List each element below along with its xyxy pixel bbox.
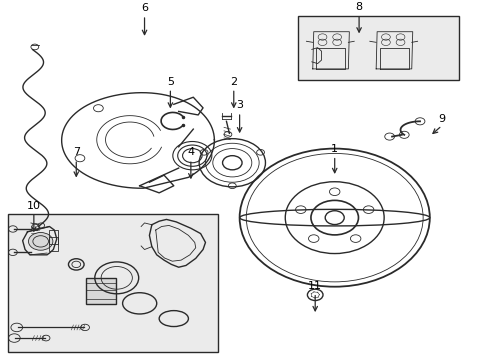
Text: 6: 6 [141, 3, 148, 13]
Text: 10: 10 [27, 201, 41, 211]
Text: 5: 5 [166, 77, 174, 87]
Text: 2: 2 [230, 77, 237, 87]
Bar [49, 230, 58, 244]
Text: 7: 7 [73, 148, 80, 157]
Text: 9: 9 [438, 114, 445, 124]
Text: 1: 1 [330, 144, 338, 154]
Bar [298, 16, 458, 80]
Bar [8, 214, 217, 352]
Text: 11: 11 [307, 281, 322, 291]
Bar [86, 278, 116, 305]
Text: 8: 8 [355, 2, 362, 12]
Bar [49, 237, 58, 251]
Circle shape [28, 233, 53, 250]
Text: 3: 3 [236, 100, 243, 110]
Text: 4: 4 [187, 148, 194, 157]
